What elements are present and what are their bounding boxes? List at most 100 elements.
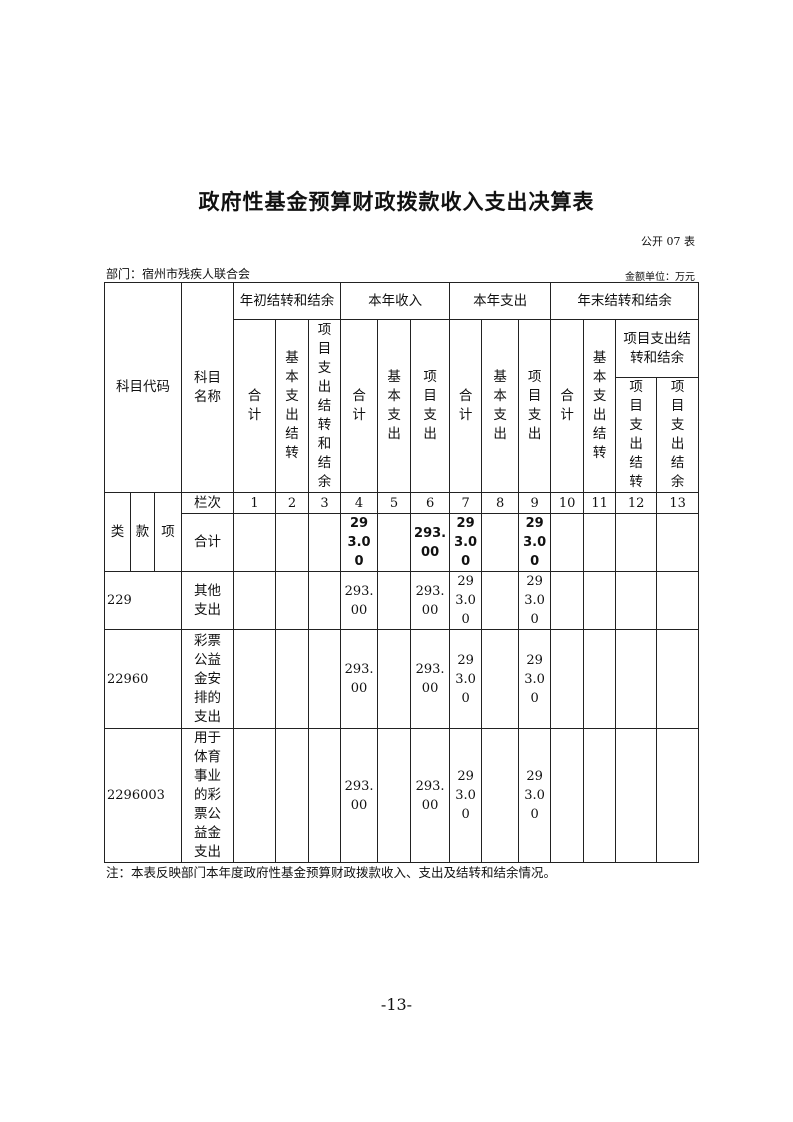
cell: 293.00 (410, 571, 451, 630)
cell (233, 629, 277, 729)
cell: 293.00 (410, 513, 451, 572)
unit-label: 金额单位：万元 (625, 272, 695, 283)
cell (615, 513, 658, 572)
cell: 293.00 (518, 513, 552, 572)
header-group-begin: 年初结转和结余 (233, 282, 342, 320)
cell (481, 513, 520, 572)
table-row: 229 其他支出 293.00 293.00 293.00 293.00 (103, 571, 700, 630)
cell (233, 513, 277, 572)
cell (308, 629, 342, 729)
header-xiang: 项 (153, 492, 183, 572)
column-number: 5 (377, 492, 412, 514)
cell (308, 728, 342, 863)
column-number: 11 (583, 492, 617, 514)
cell (377, 629, 412, 729)
cell (275, 629, 310, 729)
total-row: 合计 293.00 293.00 293.00 293.00 (105, 513, 700, 572)
cell (615, 571, 658, 630)
total-label: 合计 (181, 513, 235, 572)
row-code: 2296003 (103, 728, 183, 863)
cell (308, 571, 342, 630)
cell (656, 513, 700, 572)
cell: 293.00 (449, 513, 483, 572)
cell (275, 728, 310, 863)
cell (275, 513, 310, 572)
cell: 293.00 (449, 629, 483, 729)
cell (583, 513, 617, 572)
cell: 293.00 (340, 629, 379, 729)
column-number: 3 (308, 492, 342, 514)
cell (656, 728, 700, 863)
cell (550, 728, 585, 863)
header-end-project: 项目支出结转和结余 (615, 319, 700, 378)
cell: 293.00 (410, 629, 451, 729)
header-row-1: 科目代码 科目名称 年初结转和结余 本年收入 本年支出 年末结转和结余 (103, 282, 700, 493)
table-row: 22960 彩票公益金安排的支出 293.00 293.00 293.00 29… (103, 629, 700, 729)
fund-budget-table: 科目代码 科目名称 年初结转和结余 本年收入 本年支出 年末结转和结余 合计 基… (103, 282, 700, 863)
column-number: 10 (550, 492, 585, 514)
column-number: 12 (615, 492, 658, 514)
header-begin-basic: 基本支出结转 (275, 319, 310, 493)
header-end-project-balance: 项目支出结余 (656, 377, 700, 493)
cell (656, 629, 700, 729)
header-name: 科目名称 (181, 282, 235, 493)
column-number: 8 (481, 492, 520, 514)
header-expense-total: 合计 (449, 319, 483, 493)
header-row-3: 项目支出结转 项目支出结余 (105, 377, 700, 493)
header-kuan: 款 (130, 492, 155, 572)
row-name: 用于体育事业的彩票公益金支出 (181, 728, 235, 863)
column-number: 7 (449, 492, 483, 514)
page-title: 政府性基金预算财政拨款收入支出决算表 (198, 190, 595, 214)
column-index-label: 栏次 (181, 492, 235, 514)
cell (233, 728, 277, 863)
cell: 293.00 (340, 513, 379, 572)
cell (583, 571, 617, 630)
cell (377, 571, 412, 630)
column-number: 13 (656, 492, 700, 514)
cell (377, 513, 412, 572)
header-income-total: 合计 (340, 319, 379, 493)
cell (656, 571, 700, 630)
header-income-project: 项目支出 (410, 319, 451, 493)
cell: 293.00 (340, 728, 379, 863)
row-name: 彩票公益金安排的支出 (181, 629, 235, 729)
header-end-total: 合计 (550, 319, 585, 493)
cell (481, 571, 520, 630)
column-number: 6 (410, 492, 451, 514)
header-group-expense: 本年支出 (449, 282, 552, 320)
header-lei: 类 (104, 492, 131, 572)
header-expense-basic: 基本支出 (481, 319, 520, 493)
cell: 293.00 (449, 728, 483, 863)
header-expense-project: 项目支出 (518, 319, 552, 493)
table-row: 2296003 用于体育事业的彩票公益金支出 293.00 293.00 293… (103, 728, 700, 863)
page-number: -13- (380, 995, 413, 1014)
cell (233, 571, 277, 630)
cell: 293.00 (518, 629, 552, 729)
row-name: 其他支出 (181, 571, 235, 630)
cell (308, 513, 342, 572)
cell (550, 629, 585, 729)
cell: 293.00 (518, 571, 552, 630)
column-index-row: 类 款 项 栏次 1 2 3 4 5 6 7 8 9 10 11 12 13 (104, 492, 700, 572)
cell: 293.00 (410, 728, 451, 863)
header-end-project-carry: 项目支出结转 (615, 377, 658, 493)
table-note: 注：本表反映部门本年度政府性基金预算财政拨款收入、支出及结转和结余情况。 (106, 865, 557, 880)
row-code: 22960 (103, 629, 183, 729)
cell (481, 728, 520, 863)
cell (377, 728, 412, 863)
cell (550, 513, 585, 572)
cell (615, 728, 658, 863)
header-code: 科目代码 (103, 282, 183, 493)
column-number: 1 (233, 492, 277, 514)
column-number: 2 (275, 492, 310, 514)
form-number: 公开 07 表 (641, 235, 695, 248)
cell: 293.00 (449, 571, 483, 630)
header-end-basic: 基本支出结转 (583, 319, 617, 493)
header-income-basic: 基本支出 (377, 319, 412, 493)
header-begin-project: 项目支出结转和结余 (308, 319, 342, 493)
department-label: 部门：宿州市残疾人联合会 (106, 267, 251, 281)
cell: 293.00 (340, 571, 379, 630)
cell (550, 571, 585, 630)
column-number: 4 (340, 492, 379, 514)
header-group-income: 本年收入 (340, 282, 451, 320)
